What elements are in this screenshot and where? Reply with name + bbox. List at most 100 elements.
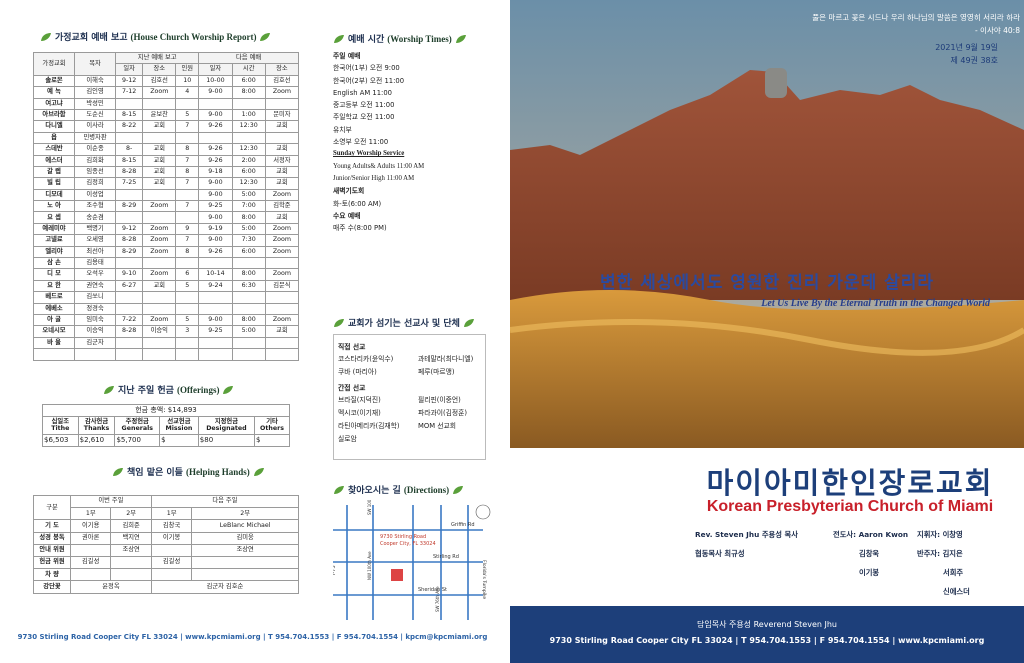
table-cell: 교회 bbox=[142, 279, 177, 293]
header-cell: 다음 주일 bbox=[150, 494, 300, 509]
table-cell bbox=[142, 131, 177, 145]
table-cell: 9-12 bbox=[115, 222, 144, 236]
worship-times-list: 주일 예배 한국어(1부) 오전 9:00 한국어(2부) 오전 11:00 Engl… bbox=[333, 50, 493, 234]
table-cell: Zoom bbox=[142, 234, 177, 247]
banner-korean: 변한 세상에서도 영원한 진리 가운데 살리라 bbox=[599, 273, 935, 293]
table-cell: 9-00 bbox=[198, 177, 233, 190]
left-footer: 9730 Stirling Road Cooper City FL 33024 … bbox=[17, 633, 488, 641]
church-name: 노 아 bbox=[32, 200, 76, 213]
table-row: 기 도 이기용 김희준 김창국 LeBlanc Michael bbox=[33, 519, 299, 533]
table-cell: Zoom bbox=[142, 313, 177, 327]
table-row: 삼 손 김용태 bbox=[32, 257, 300, 270]
header-cell: 목자 bbox=[74, 52, 117, 76]
worship-line: Sunday Worship Service bbox=[333, 150, 405, 158]
church-name: 오네시모 bbox=[32, 325, 76, 338]
table-row: 스데반 이순종 8- 교회 8 9-26 12:30 교회 bbox=[32, 143, 300, 156]
verse-ref: - 이사야 40:8 bbox=[974, 26, 1020, 35]
table-cell bbox=[175, 97, 200, 110]
table-cell: 5:00 bbox=[231, 188, 266, 202]
directions-heading: 찾아오시는 길 (Directions) bbox=[333, 483, 464, 496]
leaf-icon bbox=[453, 485, 464, 494]
table-cell bbox=[231, 348, 266, 361]
offering-amount: $6,503 bbox=[42, 434, 79, 447]
table-cell: 5 bbox=[175, 108, 200, 122]
table-cell bbox=[231, 97, 266, 110]
church-name: 아 굴 bbox=[32, 313, 76, 327]
role-name: 안내 위원 bbox=[33, 543, 71, 557]
worship-line: Young Adults& Adults 11:00 AM bbox=[333, 162, 425, 170]
table-cell bbox=[115, 188, 144, 202]
map-label: Cooper City, FL 33024 bbox=[380, 541, 436, 547]
table-row: 요 셉 송순겸 9-00 8:00 교회 bbox=[32, 211, 300, 224]
table-cell: 6:30 bbox=[231, 279, 266, 293]
offering-amount: $ bbox=[159, 434, 199, 447]
total-row: 헌금 총액: $14,893 bbox=[42, 404, 290, 417]
table-row: 차 량 bbox=[33, 568, 299, 582]
table-cell: Zoom bbox=[142, 268, 177, 281]
leaf-icon bbox=[463, 318, 474, 327]
leaf-icon bbox=[334, 34, 344, 43]
person-cell bbox=[150, 568, 193, 582]
header-cell: 1부 bbox=[150, 507, 193, 521]
table-cell bbox=[264, 336, 300, 350]
offering-en: Others bbox=[260, 424, 284, 432]
person-cell: 김희준 bbox=[110, 519, 152, 533]
church-name: 갈 렙 bbox=[32, 165, 76, 179]
table-cell: 문미자 bbox=[264, 108, 300, 122]
staff-entry: 서희주 bbox=[943, 568, 964, 577]
table-cell: 7 bbox=[175, 120, 200, 133]
table-cell bbox=[115, 131, 144, 145]
church-name bbox=[32, 348, 76, 361]
footer-pastor: 담임목사 주용성 Reverend Steven Jhu bbox=[696, 620, 837, 629]
table-cell bbox=[142, 348, 177, 361]
header-cell: 시간 bbox=[231, 63, 266, 76]
header-row: 1부 2부 1부 2부 bbox=[34, 507, 299, 521]
leaf-icon bbox=[334, 318, 344, 327]
mission-item: 멕시코(이기재) bbox=[338, 409, 381, 417]
table-cell: 김용태 bbox=[74, 257, 117, 270]
table-cell: 8-15 bbox=[115, 154, 144, 167]
table-cell: 9-00 bbox=[198, 188, 233, 202]
table-row: 오네시모 이승익 8-28 이승익 3 9-25 5:00 교회 bbox=[32, 325, 300, 338]
church-name: 여고냐 bbox=[32, 97, 76, 110]
table-cell bbox=[142, 211, 177, 224]
table-cell: Zoom bbox=[264, 313, 300, 327]
table-cell bbox=[115, 336, 144, 350]
header-row: 가정교회 목자 지난 예배 보고 다음 예배 bbox=[32, 51, 299, 76]
table-cell: 교회 bbox=[142, 154, 177, 167]
person-cell: 김군자 김호순 bbox=[150, 580, 300, 594]
offering-en: Mission bbox=[165, 424, 193, 432]
church-marker bbox=[391, 569, 403, 581]
table-cell bbox=[175, 131, 200, 145]
table-cell bbox=[142, 188, 177, 202]
issue-number: 제 49권 38호 bbox=[950, 56, 998, 65]
table-cell: 9-26 bbox=[198, 154, 233, 167]
table-cell: 교회 bbox=[264, 325, 300, 338]
table-cell bbox=[115, 291, 144, 304]
mission-item: 파라과이(김정훈) bbox=[418, 409, 468, 417]
table-cell: 12:30 bbox=[231, 120, 266, 133]
section-title: 가정교회 예배 보고 bbox=[55, 33, 128, 43]
person-cell: 이기용 bbox=[69, 519, 112, 533]
table-cell: 7-12 bbox=[115, 86, 144, 99]
header-cell: 장소 bbox=[142, 63, 177, 76]
church-name: 예 녹 bbox=[32, 86, 76, 99]
table-cell bbox=[175, 302, 200, 316]
table-cell: 8 bbox=[175, 143, 200, 156]
table-row: 아 굴 임미숙 7-22 Zoom 5 9-00 8:00 Zoom bbox=[32, 313, 300, 327]
offering-kr: 십일조 bbox=[51, 418, 69, 426]
section-title: 지난 주일 헌금 bbox=[118, 386, 174, 396]
verse: 풀은 마르고 꽃은 시드나 우리 하나님의 말씀은 영영히 서리라 하라 bbox=[812, 13, 1020, 22]
missionaries-box: 직접 선교 코스타리카(윤익수) 과테말라(최다니엘) 쿠바 (마리아) 페루(마르맹)… bbox=[333, 334, 486, 460]
table-cell bbox=[231, 302, 266, 316]
church-name: 빌 립 bbox=[32, 177, 76, 190]
offering-kr: 선교헌금 bbox=[167, 418, 191, 426]
table-cell: 교회 bbox=[264, 177, 300, 190]
table-row: 디 모 오석우 9-10 Zoom 6 10-14 8:00 Zoom bbox=[32, 268, 300, 281]
table-cell: 임미숙 bbox=[74, 313, 117, 327]
map-label: Sheridan St bbox=[418, 587, 447, 593]
table-row: 고넬료 오세영 8-28 Zoom 7 9-00 7:30 Zoom bbox=[32, 234, 300, 247]
table-row: 안내 위원 조상연 조상연 bbox=[33, 543, 299, 557]
table-row: 에베소 정경숙 bbox=[32, 302, 300, 316]
table-cell: 5:00 bbox=[231, 222, 266, 236]
